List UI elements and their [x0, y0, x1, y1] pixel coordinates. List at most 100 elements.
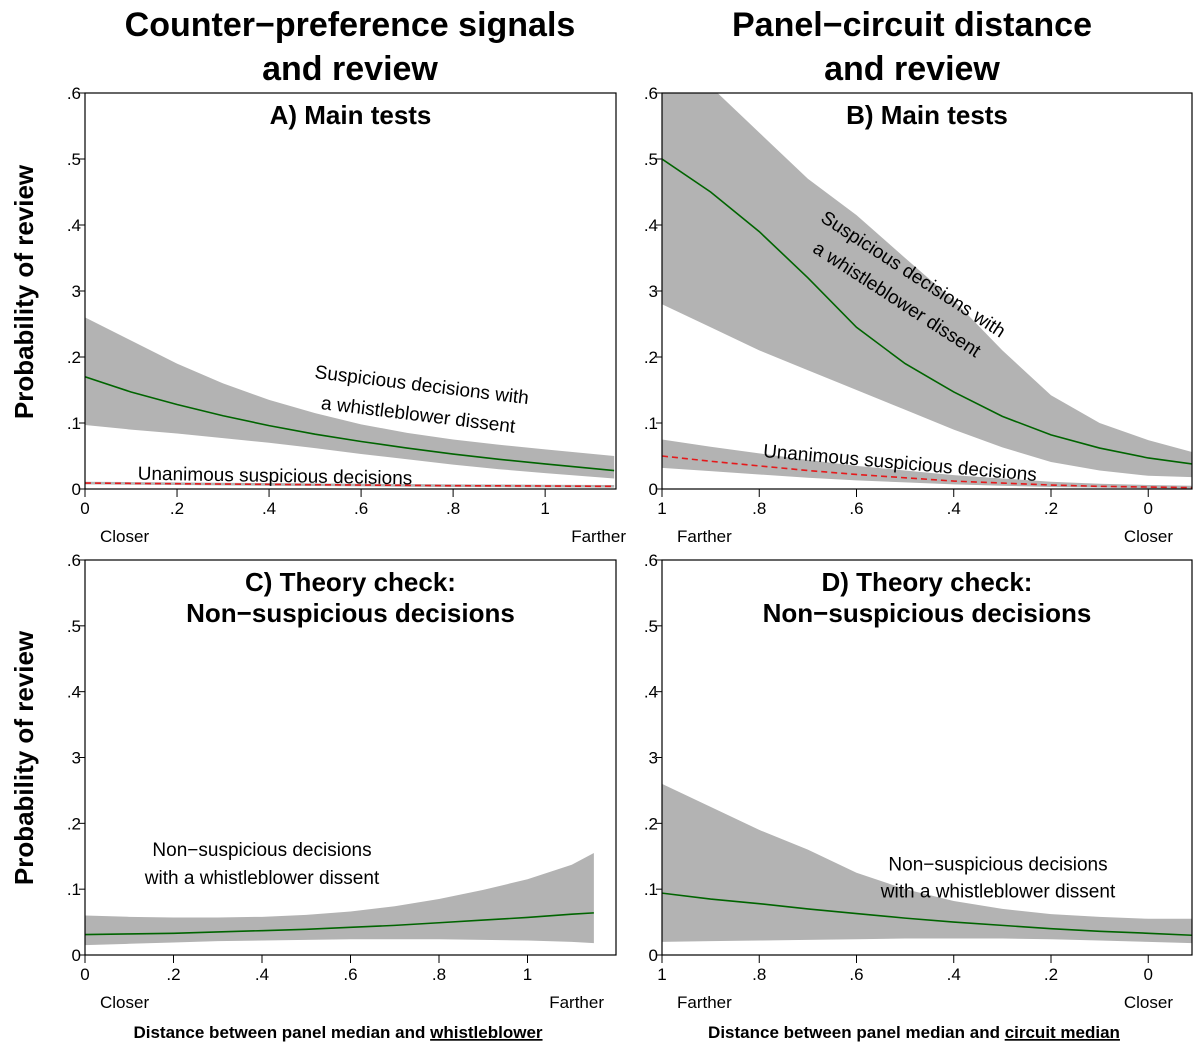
x-tick-label: .2 [1044, 499, 1058, 518]
y-tick-label: 0 [72, 946, 81, 965]
y-tick-label: .4 [67, 683, 81, 702]
y-tick-label: .2 [67, 348, 81, 367]
x-tick-label: .6 [849, 965, 863, 984]
column-title: and review [262, 50, 438, 88]
x-axis-label-text: Distance between panel median and [133, 1023, 430, 1042]
y-tick-label: .5 [67, 617, 81, 636]
plot-area [85, 317, 615, 488]
x-tick-label: .4 [255, 965, 269, 984]
annotation-text: Unanimous suspicious decisions [138, 464, 413, 490]
x-end-label: Closer [100, 993, 149, 1012]
y-tick-label: 0 [649, 946, 658, 965]
series-line [85, 376, 615, 472]
x-tick-label: .6 [849, 499, 863, 518]
x-end-label: Farther [549, 993, 604, 1012]
x-tick-label: 0 [80, 499, 89, 518]
confidence-band [85, 852, 594, 946]
y-tick-label: .1 [644, 880, 658, 899]
panel-title: Non−suspicious decisions [186, 598, 515, 628]
x-tick-label: .4 [262, 499, 276, 518]
annotation-text: Non−suspicious decisions [888, 855, 1107, 876]
plot-area [662, 783, 1192, 944]
panel-title: A) Main tests [270, 100, 432, 130]
x-end-label: Closer [100, 527, 149, 546]
annotation: Non−suspicious decisions with a whistlebl… [880, 855, 1116, 903]
annotation-text: with a whistleblower dissent [880, 882, 1116, 903]
y-tick-label: 3 [649, 749, 658, 768]
y-tick-label: .5 [644, 150, 658, 169]
y-tick-label: 3 [649, 282, 658, 301]
annotation-text: Non−suspicious decisions [152, 840, 371, 861]
x-tick-label: .8 [752, 965, 766, 984]
x-tick-label: .2 [170, 499, 184, 518]
confidence-band [662, 93, 1192, 478]
column-title: and review [824, 50, 1000, 88]
plot-area [85, 852, 594, 946]
x-tick-label: .8 [446, 499, 460, 518]
x-tick-label: 1 [523, 965, 532, 984]
y-tick-label: .1 [644, 414, 658, 433]
x-tick-label: .6 [343, 965, 357, 984]
y-axis-label: Probability of review [9, 164, 39, 419]
panel-title: D) Theory check: [822, 567, 1033, 597]
y-tick-label: 3 [72, 282, 81, 301]
series-line [662, 892, 1192, 937]
x-end-label: Farther [571, 527, 626, 546]
x-tick-label: .6 [354, 499, 368, 518]
y-tick-label: .6 [644, 84, 658, 103]
x-tick-label: .4 [947, 499, 961, 518]
panel-title: B) Main tests [846, 100, 1008, 130]
x-axis-label-underlined: whistleblower [429, 1023, 543, 1042]
x-tick-label: 1 [657, 965, 666, 984]
column-title: Panel−circuit distance [732, 6, 1092, 44]
y-tick-label: .4 [67, 216, 81, 235]
y-tick-label: 0 [72, 480, 81, 499]
annotation-text: with a whistleblower dissent [144, 868, 380, 889]
x-tick-label: .8 [752, 499, 766, 518]
annotation: Non−suspicious decisions with a whistlebl… [144, 840, 380, 889]
confidence-band [662, 439, 1192, 489]
plot-area [662, 93, 1192, 489]
confidence-band [662, 783, 1192, 944]
y-tick-label: .6 [644, 551, 658, 570]
y-tick-label: .5 [67, 150, 81, 169]
y-tick-label: 3 [72, 749, 81, 768]
series-line [85, 912, 594, 936]
panel-title: C) Theory check: [245, 567, 456, 597]
y-tick-label: .1 [67, 880, 81, 899]
x-axis-label-underlined: circuit median [1005, 1023, 1120, 1042]
x-end-label: Closer [1124, 993, 1173, 1012]
x-tick-label: 0 [1144, 499, 1153, 518]
annotation: Unanimous suspicious decisions [138, 464, 413, 490]
y-tick-label: .6 [67, 551, 81, 570]
x-tick-label: 1 [540, 499, 549, 518]
y-tick-label: .5 [644, 617, 658, 636]
series-line [662, 158, 1192, 465]
x-end-label: Farther [677, 993, 732, 1012]
y-tick-label: 0 [649, 480, 658, 499]
x-tick-label: .8 [432, 965, 446, 984]
x-tick-label: 0 [80, 965, 89, 984]
x-tick-label: .2 [1044, 965, 1058, 984]
x-end-label: Farther [677, 527, 732, 546]
y-axis-label: Probability of review [9, 630, 39, 885]
y-tick-label: .4 [644, 683, 658, 702]
confidence-band [85, 317, 615, 479]
x-tick-label: .4 [947, 965, 961, 984]
y-tick-label: .1 [67, 414, 81, 433]
x-tick-label: 1 [657, 499, 666, 518]
y-tick-label: .4 [644, 216, 658, 235]
series-line [85, 482, 615, 488]
x-axis-label: Distance between panel median and whistl… [133, 1023, 542, 1042]
y-tick-label: .2 [644, 348, 658, 367]
y-tick-label: .6 [67, 84, 81, 103]
column-title: Counter−preference signals [125, 6, 576, 44]
x-axis-label: Distance between panel median and circui… [708, 1023, 1120, 1042]
y-tick-label: .2 [67, 814, 81, 833]
x-tick-label: 0 [1144, 965, 1153, 984]
panel-title: Non−suspicious decisions [763, 598, 1092, 628]
x-end-label: Closer [1124, 527, 1173, 546]
x-axis-label-text: Distance between panel median and [708, 1023, 1005, 1042]
y-tick-label: .2 [644, 814, 658, 833]
